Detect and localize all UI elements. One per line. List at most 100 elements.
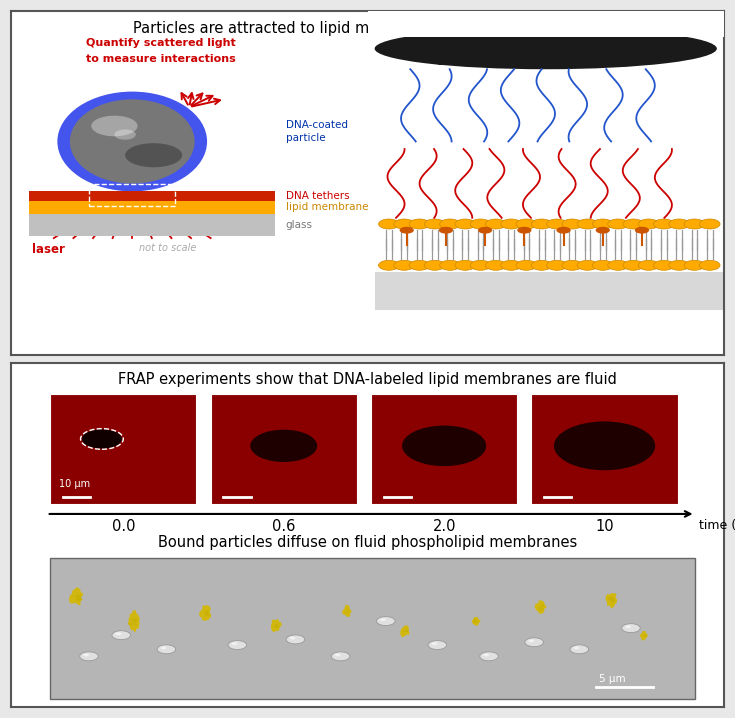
Circle shape xyxy=(76,598,82,600)
Circle shape xyxy=(276,626,279,628)
Circle shape xyxy=(643,635,645,636)
Circle shape xyxy=(379,261,399,270)
Circle shape xyxy=(470,261,491,270)
Circle shape xyxy=(402,631,404,633)
Circle shape xyxy=(623,261,644,270)
Text: lipid membrane: lipid membrane xyxy=(285,202,368,213)
Text: DNA-coated
particle: DNA-coated particle xyxy=(285,119,348,143)
Text: laser: laser xyxy=(32,243,65,256)
Bar xyxy=(368,2,724,37)
Circle shape xyxy=(394,219,415,229)
Circle shape xyxy=(635,227,649,233)
Text: Bound particles diffuse on fluid phospholipid membranes: Bound particles diffuse on fluid phospho… xyxy=(158,535,577,550)
Circle shape xyxy=(531,219,552,229)
Bar xyxy=(211,394,356,504)
Circle shape xyxy=(473,619,477,620)
Circle shape xyxy=(157,645,176,654)
Circle shape xyxy=(76,599,82,601)
Circle shape xyxy=(274,626,279,628)
Circle shape xyxy=(473,621,476,623)
Circle shape xyxy=(205,615,209,616)
Polygon shape xyxy=(200,606,210,620)
Text: Hybridization of complementary DNA: Hybridization of complementary DNA xyxy=(435,37,656,50)
Circle shape xyxy=(484,653,489,656)
Text: 10 μm: 10 μm xyxy=(59,479,90,489)
Circle shape xyxy=(475,621,477,623)
Bar xyxy=(90,184,175,206)
Ellipse shape xyxy=(115,129,136,140)
Polygon shape xyxy=(401,626,409,637)
Text: 0.6: 0.6 xyxy=(272,519,295,534)
Circle shape xyxy=(556,227,570,233)
Circle shape xyxy=(345,612,347,613)
Circle shape xyxy=(562,261,583,270)
Circle shape xyxy=(608,598,612,600)
Circle shape xyxy=(638,261,659,270)
Circle shape xyxy=(480,652,498,661)
Circle shape xyxy=(250,429,318,462)
Polygon shape xyxy=(70,588,83,605)
Circle shape xyxy=(204,611,209,613)
Circle shape xyxy=(592,261,613,270)
Bar xyxy=(29,214,275,236)
Circle shape xyxy=(83,653,89,656)
Circle shape xyxy=(700,219,720,229)
Circle shape xyxy=(228,640,247,650)
Circle shape xyxy=(577,261,598,270)
Circle shape xyxy=(205,613,209,615)
Text: glass: glass xyxy=(285,220,312,230)
Ellipse shape xyxy=(70,99,195,184)
Circle shape xyxy=(161,646,166,649)
Text: 5 μm: 5 μm xyxy=(599,673,625,684)
Circle shape xyxy=(622,624,640,633)
Circle shape xyxy=(290,637,295,640)
Circle shape xyxy=(402,426,487,466)
Circle shape xyxy=(346,610,349,611)
Circle shape xyxy=(478,227,492,233)
Circle shape xyxy=(516,261,537,270)
Polygon shape xyxy=(641,631,648,640)
Circle shape xyxy=(609,597,614,599)
Circle shape xyxy=(669,219,689,229)
Circle shape xyxy=(573,646,579,649)
Circle shape xyxy=(409,219,430,229)
Circle shape xyxy=(405,630,409,632)
Circle shape xyxy=(644,635,645,636)
Ellipse shape xyxy=(125,143,182,167)
Circle shape xyxy=(638,219,659,229)
Circle shape xyxy=(645,636,646,637)
Circle shape xyxy=(286,635,305,644)
Bar xyxy=(531,394,678,504)
Circle shape xyxy=(501,219,521,229)
Circle shape xyxy=(486,219,506,229)
Circle shape xyxy=(82,429,122,449)
Circle shape xyxy=(577,219,598,229)
Circle shape xyxy=(331,652,350,661)
Circle shape xyxy=(133,620,137,622)
Circle shape xyxy=(76,597,82,600)
Circle shape xyxy=(547,219,567,229)
Circle shape xyxy=(455,219,476,229)
Bar xyxy=(375,272,724,310)
Circle shape xyxy=(517,227,531,233)
Circle shape xyxy=(455,261,476,270)
Polygon shape xyxy=(129,611,139,632)
Circle shape xyxy=(516,219,537,229)
Bar xyxy=(50,558,695,699)
Circle shape xyxy=(669,261,689,270)
Polygon shape xyxy=(272,620,281,632)
Circle shape xyxy=(439,227,453,233)
Circle shape xyxy=(205,611,208,612)
Circle shape xyxy=(347,612,349,613)
Circle shape xyxy=(400,227,414,233)
Circle shape xyxy=(547,261,567,270)
Bar xyxy=(371,394,517,504)
Circle shape xyxy=(440,261,460,270)
Circle shape xyxy=(539,608,543,610)
Circle shape xyxy=(541,604,545,606)
Circle shape xyxy=(133,623,137,625)
Ellipse shape xyxy=(57,92,207,191)
Circle shape xyxy=(409,261,430,270)
Ellipse shape xyxy=(91,116,137,136)
Bar xyxy=(50,394,196,504)
